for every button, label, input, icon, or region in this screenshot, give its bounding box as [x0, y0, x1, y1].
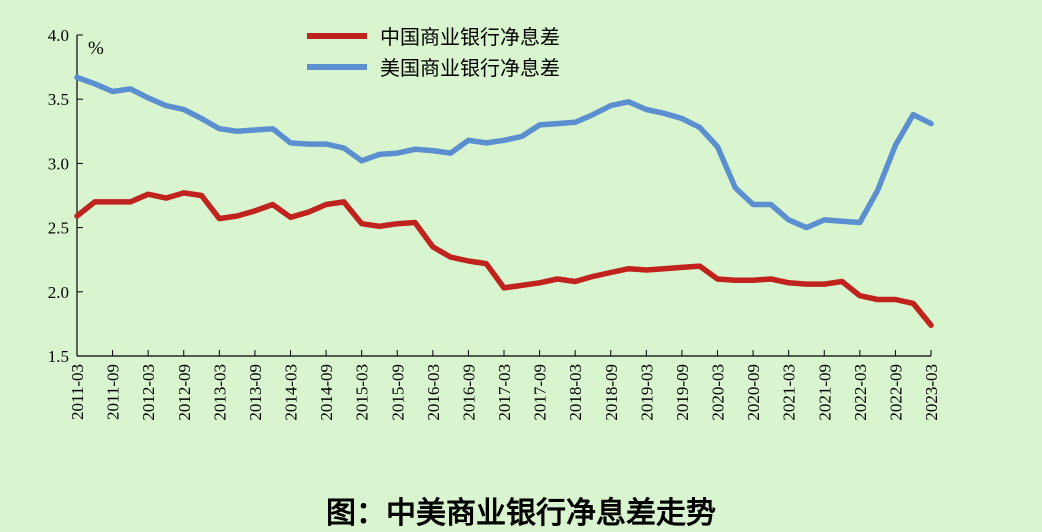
x-tick-label: 2020-03 — [709, 364, 728, 421]
x-tick-label: 2016-09 — [459, 364, 478, 421]
x-tick-label: 2016-03 — [424, 364, 443, 421]
x-tick-label: 2021-09 — [815, 364, 834, 421]
x-tick-label: 2017-03 — [495, 364, 514, 421]
x-tick-label: 2012-03 — [139, 364, 158, 421]
x-axis: 2011-03 2011-09 2012-03 2012-09 2013-03 2013-… — [68, 350, 941, 421]
x-tick-label: 2018-03 — [566, 364, 585, 421]
x-tick-label: 2011-09 — [104, 364, 123, 420]
x-tick-label: 2021-03 — [780, 364, 799, 421]
x-tick-label: 2017-09 — [531, 364, 550, 421]
series-line-china — [74, 190, 934, 328]
x-tick-label: 2022-09 — [886, 364, 905, 421]
series-layer — [74, 74, 934, 328]
y-axis: 4.0 3.5 3.0 2.5 2.0 1.5% — [48, 26, 104, 366]
legend-label: 美国商业银行净息差 — [380, 56, 560, 80]
x-tick-label: 2023-03 — [922, 364, 941, 421]
y-tick-label: 2.5 — [48, 219, 69, 238]
figure-caption: 图：中美商业银行净息差走势 — [326, 496, 716, 531]
x-tick-label: 2013-09 — [246, 364, 265, 421]
y-tick-label: 4.0 — [48, 26, 69, 45]
y-tick-label: 3.5 — [48, 90, 69, 109]
x-tick-label: 2015-09 — [388, 364, 407, 421]
x-tick-label: 2015-03 — [353, 364, 372, 421]
x-tick-label: 2014-09 — [317, 364, 336, 421]
x-tick-label: 2019-09 — [673, 364, 692, 421]
line-chart: 4.0 3.5 3.0 2.5 2.0 1.5% 2011-03 2011-09 2012-0… — [48, 25, 941, 421]
y-tick-label: 1.5 — [48, 347, 69, 366]
x-tick-label: 2014-03 — [282, 364, 301, 421]
x-tick-label: 2011-03 — [68, 364, 87, 420]
y-tick-label: 2.0 — [48, 283, 69, 302]
series-line-us — [74, 74, 934, 231]
x-tick-label: 2020-09 — [744, 364, 763, 421]
legend-label: 中国商业银行净息差 — [380, 25, 560, 49]
y-unit-label: % — [88, 38, 104, 59]
y-tick-label: 3.0 — [48, 154, 69, 173]
x-tick-label: 2022-03 — [851, 364, 870, 421]
x-tick-label: 2019-03 — [637, 364, 656, 421]
x-tick-label: 2013-03 — [210, 364, 229, 421]
x-tick-label: 2018-09 — [602, 364, 621, 421]
x-tick-label: 2012-09 — [175, 364, 194, 421]
